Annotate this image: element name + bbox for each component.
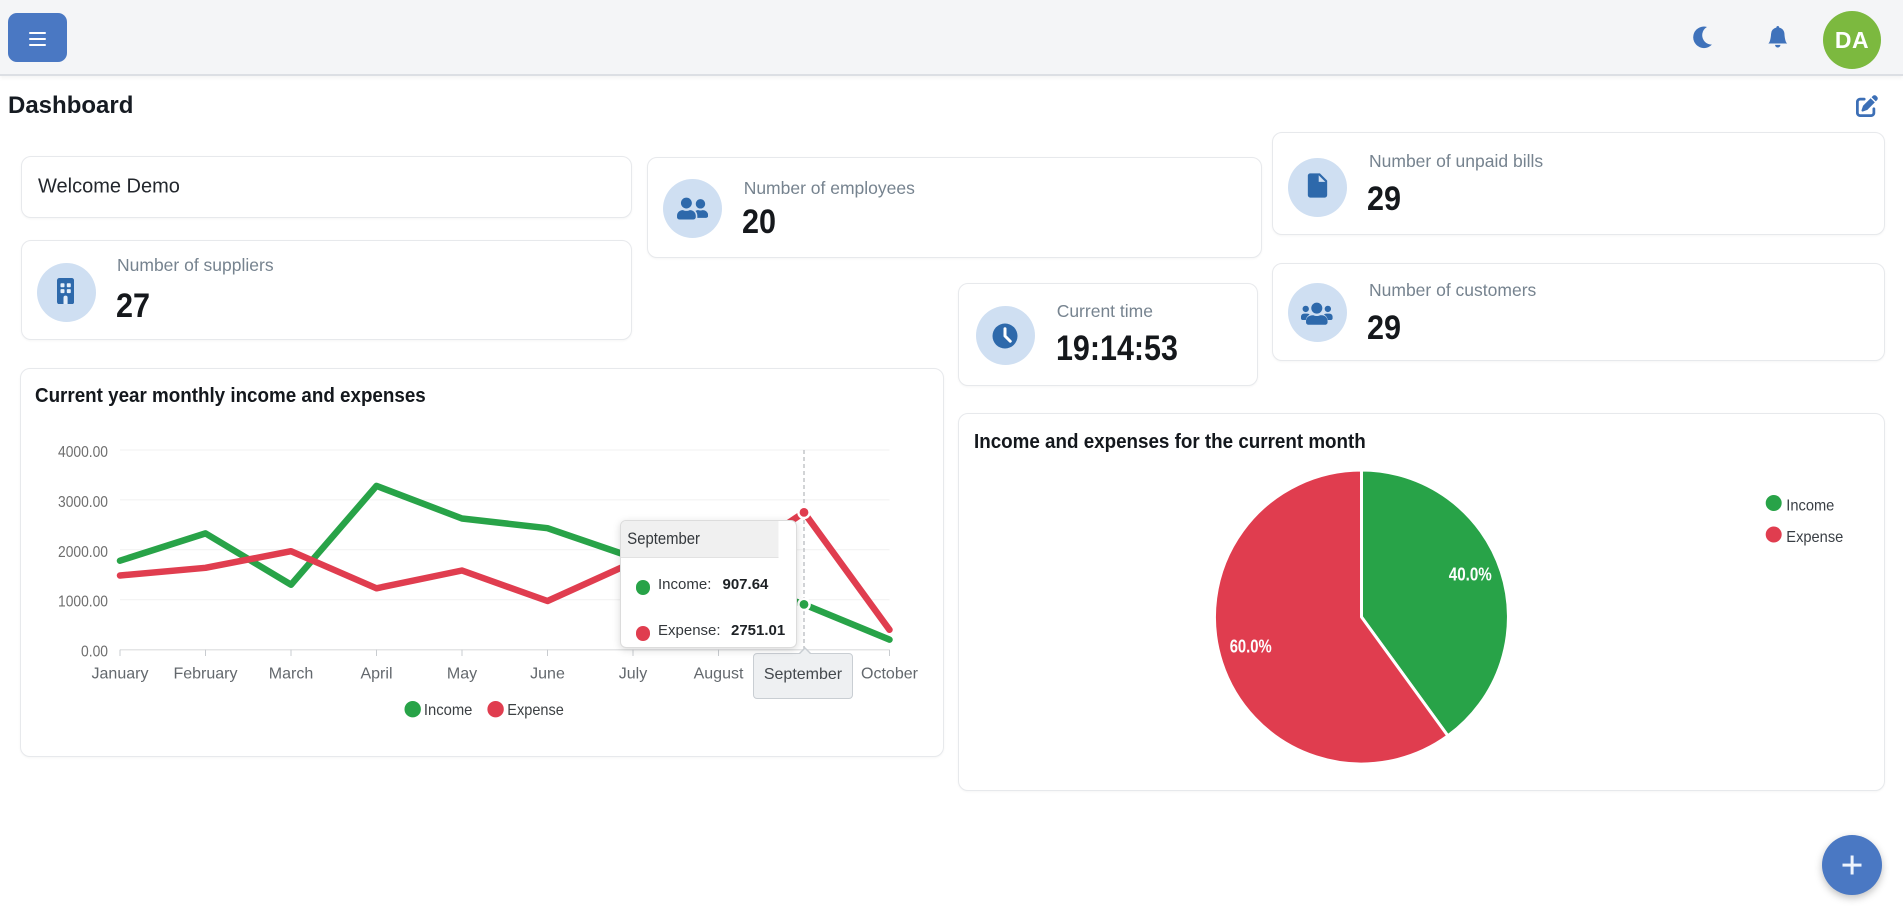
svg-text:1000.00: 1000.00: [58, 594, 108, 611]
svg-text:40.0%: 40.0%: [1449, 564, 1492, 584]
svg-text:October: October: [861, 666, 919, 683]
svg-text:Income: Income: [1786, 497, 1834, 514]
svg-text:2000.00: 2000.00: [58, 544, 108, 561]
svg-text:60.0%: 60.0%: [1230, 636, 1272, 656]
svg-text:July: July: [619, 666, 647, 683]
svg-text:0.00: 0.00: [81, 644, 108, 661]
svg-text:June: June: [530, 666, 565, 683]
svg-text:May: May: [447, 666, 477, 683]
svg-text:Expense: Expense: [507, 702, 564, 719]
svg-text:January: January: [92, 666, 149, 683]
svg-text:4000.00: 4000.00: [58, 444, 108, 461]
svg-text:Expense: Expense: [1786, 529, 1843, 546]
svg-text:February: February: [173, 666, 237, 683]
svg-text:3000.00: 3000.00: [58, 494, 108, 511]
svg-text:Income: Income: [424, 702, 473, 719]
svg-text:March: March: [269, 666, 313, 683]
svg-text:August: August: [694, 666, 744, 683]
svg-text:April: April: [360, 666, 392, 683]
